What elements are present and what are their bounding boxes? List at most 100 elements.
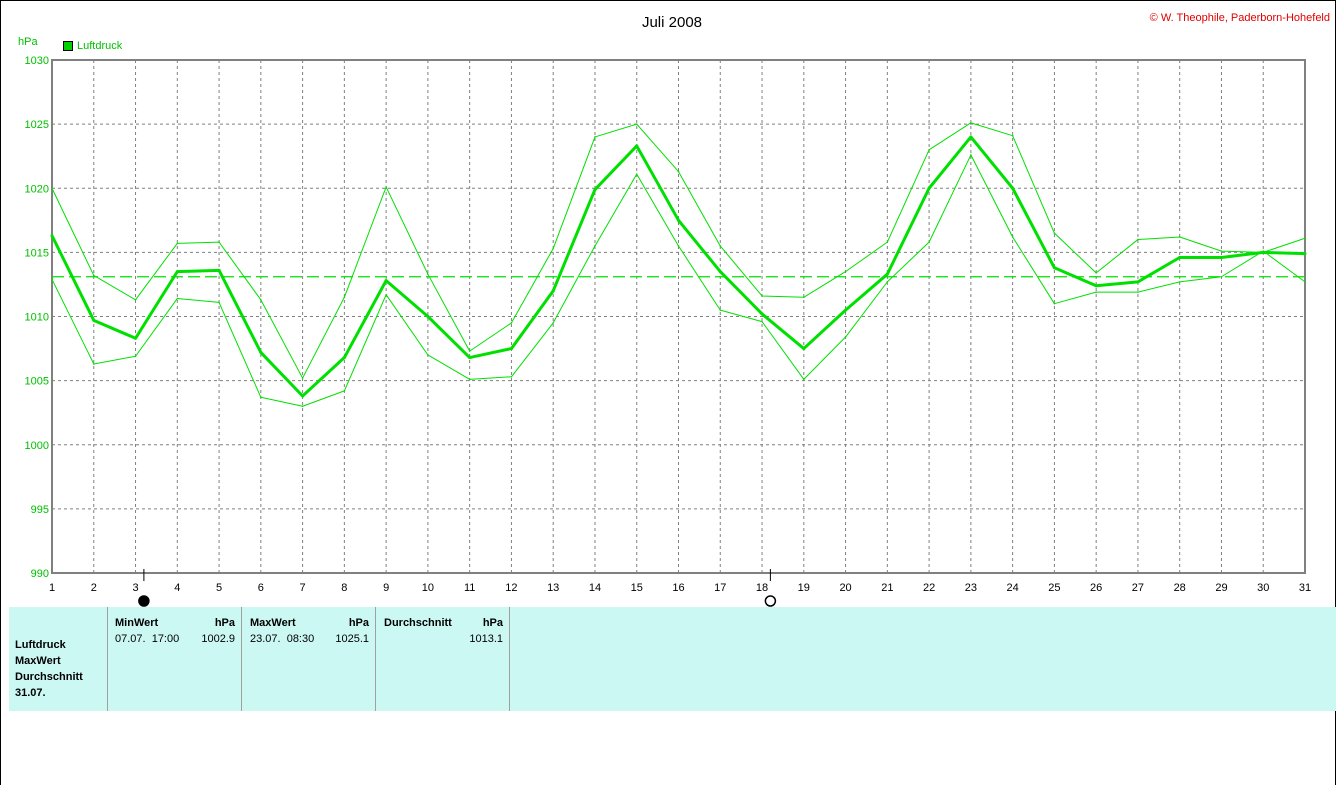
y-tick-label: 990 <box>31 568 49 580</box>
data-point-mean <box>259 350 263 354</box>
y-tick-label: 1020 <box>25 183 49 195</box>
data-point-max <box>1053 232 1056 234</box>
data-point-max <box>1220 250 1223 252</box>
min-time: 07.07. 17:00 <box>115 633 180 645</box>
stats-label-2: Durchschnitt <box>15 671 83 683</box>
data-point-min <box>1095 291 1097 293</box>
data-point-max <box>886 241 889 243</box>
y-tick-label: 995 <box>31 504 49 516</box>
data-point-max <box>677 170 680 173</box>
data-point-min <box>385 293 387 296</box>
chart-title: Juli 2008 <box>641 14 703 31</box>
x-tick-label: 6 <box>258 582 264 594</box>
data-point-min <box>719 309 722 311</box>
data-point-max <box>218 241 220 243</box>
data-point-min <box>1304 281 1306 283</box>
data-point-max <box>1304 237 1306 240</box>
data-point-mean <box>1136 280 1140 284</box>
y-tick-label: 1015 <box>25 247 49 259</box>
data-point-min <box>886 281 889 283</box>
x-tick-label: 21 <box>881 582 893 594</box>
data-point-min <box>844 336 847 338</box>
data-point-mean <box>927 186 931 190</box>
data-point-max <box>176 242 179 245</box>
x-tick-label: 13 <box>547 582 559 594</box>
avg-value: 1013.1 <box>469 633 503 645</box>
max-header: MaxWert <box>250 617 296 629</box>
data-point-max <box>260 299 262 301</box>
data-point-mean <box>468 356 472 360</box>
x-tick-label: 19 <box>798 582 810 594</box>
data-point-max <box>343 296 346 299</box>
avg-unit: hPa <box>482 617 503 629</box>
stats-label-0: Luftdruck <box>15 639 66 651</box>
x-tick-label: 7 <box>300 582 306 594</box>
data-point-min <box>677 245 680 247</box>
x-tick-label: 17 <box>714 582 726 594</box>
legend-label: Luftdruck <box>77 40 123 52</box>
full-moon-icon <box>764 595 777 607</box>
x-tick-label: 31 <box>1299 582 1311 594</box>
data-point-min <box>134 355 137 358</box>
data-point-mean <box>551 289 555 293</box>
data-point-mean <box>593 188 597 192</box>
data-point-mean <box>1303 252 1307 256</box>
x-tick-label: 20 <box>839 582 851 594</box>
data-point-max <box>301 377 304 379</box>
x-tick-label: 14 <box>589 582 601 594</box>
data-point-mean <box>844 308 848 312</box>
data-point-mean <box>1052 266 1056 270</box>
data-point-mean <box>677 218 680 222</box>
data-point-mean <box>718 270 722 274</box>
data-point-mean <box>384 279 388 283</box>
data-point-mean <box>342 356 346 360</box>
x-tick-label: 27 <box>1132 582 1144 594</box>
data-point-max <box>928 148 930 151</box>
data-point-mean <box>885 272 889 276</box>
y-tick-label: 1025 <box>25 119 49 131</box>
data-point-mean <box>301 394 305 398</box>
x-tick-label: 16 <box>672 582 684 594</box>
data-point-mean <box>175 270 179 274</box>
max-unit: hPa <box>348 617 369 629</box>
stats-panel: Luftdruck MaxWert Durchschnitt 31.07. Mi… <box>9 607 1336 711</box>
data-point-max <box>1137 238 1139 241</box>
data-point-mean <box>92 318 96 322</box>
data-point-min <box>218 301 220 304</box>
data-point-max <box>1011 134 1014 137</box>
data-point-max <box>510 322 513 324</box>
avg-header: Durchschnitt <box>384 617 452 629</box>
x-tick-label: 30 <box>1257 582 1269 594</box>
data-point-max <box>134 299 137 301</box>
stats-label-3: 31.07. <box>15 687 46 699</box>
data-point-max <box>552 247 554 250</box>
x-tick-label: 12 <box>505 582 517 594</box>
copyright-text: © W. Theophile, Paderborn-Hohefeld <box>1149 12 1330 24</box>
data-point-mean <box>217 268 221 272</box>
data-point-max <box>1178 236 1181 238</box>
x-tick-label: 3 <box>132 582 138 594</box>
x-tick-label: 28 <box>1174 582 1186 594</box>
data-point-mean <box>1219 256 1223 260</box>
data-point-mean <box>802 347 806 351</box>
data-point-min <box>1178 281 1181 283</box>
y-axis-unit: hPa <box>18 36 38 48</box>
series-line-max <box>51 122 1306 379</box>
min-value: 1002.9 <box>201 633 235 645</box>
data-point-mean <box>426 315 430 318</box>
data-point-max <box>427 273 429 275</box>
data-point-mean <box>509 347 513 351</box>
y-tick-label: 1005 <box>25 376 49 388</box>
data-point-min <box>260 396 262 399</box>
stats-min-column: MinWert hPa 07.07. 17:00 1002.9 <box>107 607 242 711</box>
y-tick-label: 1030 <box>25 55 49 67</box>
data-point-mean <box>50 234 54 238</box>
data-point-min <box>468 378 471 381</box>
x-tick-label: 5 <box>216 582 222 594</box>
data-point-mean <box>969 135 973 139</box>
min-header: MinWert <box>115 617 159 629</box>
x-tick-label: 25 <box>1048 582 1060 594</box>
x-tick-label: 26 <box>1090 582 1102 594</box>
data-point-mean <box>1094 284 1098 288</box>
